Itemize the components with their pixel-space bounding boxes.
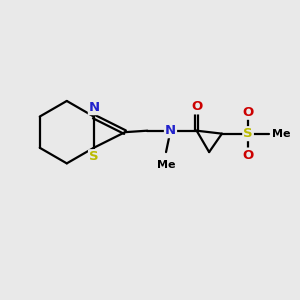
- Text: O: O: [191, 100, 202, 113]
- Text: Me: Me: [157, 160, 175, 170]
- Text: S: S: [243, 127, 253, 140]
- Text: O: O: [242, 148, 254, 162]
- Text: Me: Me: [272, 129, 291, 139]
- Text: N: N: [89, 101, 100, 114]
- Text: S: S: [89, 150, 99, 163]
- Text: N: N: [165, 124, 176, 137]
- Text: O: O: [242, 106, 254, 119]
